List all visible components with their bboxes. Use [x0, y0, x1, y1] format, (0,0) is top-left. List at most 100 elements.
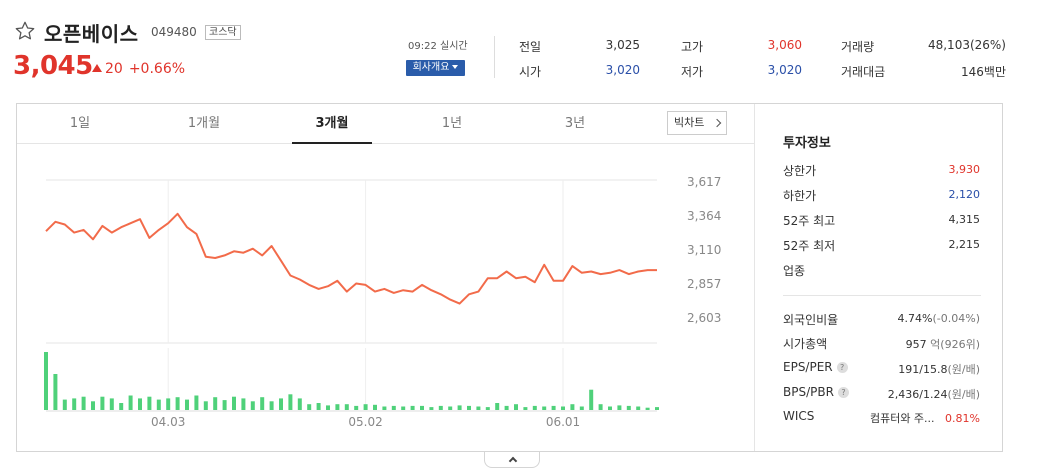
price-line: [45, 212, 657, 305]
volume-bar: [213, 397, 218, 410]
help-icon[interactable]: ?: [837, 387, 849, 398]
volume-bar: [523, 407, 528, 410]
volume-bar: [514, 404, 518, 410]
volume-bar: [467, 405, 471, 410]
high52-label: 52주 최고: [783, 214, 836, 228]
volume-bar: [363, 404, 368, 410]
amount-label: 거래대금: [841, 65, 886, 79]
y-tick-label: 3,110: [687, 243, 721, 257]
x-tick-label: 04.03: [151, 415, 185, 429]
volume-bar: [279, 398, 283, 410]
market-cap-label: 시가총액: [783, 337, 828, 351]
tab-3y[interactable]: 3년: [564, 116, 586, 131]
volume-bar: [495, 403, 500, 410]
high-value: 3,060: [767, 38, 802, 52]
volume-bar: [382, 406, 387, 410]
volume-bar: [53, 374, 58, 410]
big-chart-button[interactable]: 빅차트: [667, 111, 727, 135]
y-tick-label: 2,857: [687, 277, 721, 291]
low52-value: 2,215: [948, 238, 981, 251]
volume-bar: [420, 405, 424, 410]
volume-bar: [354, 405, 359, 410]
company-info-button[interactable]: 회사개요: [406, 60, 465, 76]
tab-3m[interactable]: 3개월: [292, 104, 372, 144]
upper-limit-value: 3,930: [948, 163, 981, 176]
volume-bar: [598, 404, 603, 410]
x-tick-label: 05.02: [348, 415, 382, 429]
volume-bar: [62, 399, 67, 410]
volume-bar: [100, 396, 105, 410]
volume-bar: [269, 401, 274, 410]
volume-bar: [307, 404, 312, 410]
volume-bar: [72, 398, 77, 410]
volume-bar: [175, 397, 180, 410]
volume-bar: [297, 398, 302, 410]
market-badge: 코스닥: [205, 25, 241, 40]
lower-limit-label: 하한가: [783, 189, 817, 203]
volume-bar: [410, 405, 415, 410]
volume-bar: [438, 405, 443, 410]
volume-bar: [326, 405, 330, 410]
volume-bar: [128, 395, 133, 410]
tab-1y[interactable]: 1년: [441, 116, 463, 131]
volume-bar: [91, 401, 95, 410]
tab-1d[interactable]: 1일: [69, 116, 91, 131]
volume-bar: [44, 352, 48, 410]
foreign-ratio-label: 외국인비율: [783, 313, 839, 327]
volume-bar: [241, 398, 246, 410]
volume-bar: [335, 404, 340, 410]
up-triangle-icon: [92, 64, 102, 72]
volume-bar: [185, 399, 189, 410]
volume-bar: [147, 396, 152, 410]
volume-bar: [617, 405, 622, 410]
x-tick-label: 06.01: [546, 415, 580, 429]
volume-bar: [429, 407, 434, 410]
volume-bar: [109, 398, 114, 410]
volume-bar: [288, 394, 293, 410]
volume-bar: [81, 396, 86, 410]
current-price: 3,045: [13, 51, 93, 81]
open-value: 3,020: [605, 63, 640, 77]
wics-label: WICS: [783, 409, 815, 423]
bps-pbr-value: 2,436/1.24(원/배): [887, 388, 980, 401]
bps-pbr-label: BPS/PBR?: [783, 385, 849, 399]
high-label: 고가: [681, 40, 704, 54]
prev-close-value: 3,025: [605, 38, 640, 52]
help-icon[interactable]: ?: [836, 362, 848, 373]
volume-bar: [551, 405, 556, 410]
period-tabs: 1일 1개월 3개월 1년 3년 빅차트: [17, 104, 754, 144]
tab-1m[interactable]: 1개월: [187, 116, 221, 131]
volume-bar: [589, 389, 594, 410]
low-value: 3,020: [767, 63, 802, 77]
foreign-ratio-value: 4.74%(-0.04%): [897, 312, 980, 325]
wics-value[interactable]: 컴퓨터와 주... 0.81%: [869, 412, 980, 425]
volume-bar: [166, 398, 171, 410]
change-amount: 20: [105, 61, 123, 77]
volume-bar: [373, 404, 377, 410]
amount-value: 146백만: [961, 65, 1006, 79]
change-percent: +0.66%: [128, 61, 186, 77]
volume-bar: [655, 407, 659, 410]
volume-bar: [636, 406, 641, 410]
invest-info-panel: 투자정보 상한가 3,930 하한가 2,120 52주 최고 4,315 52…: [754, 104, 1003, 451]
volume-bar: [504, 405, 509, 410]
volume-bar: [260, 397, 265, 410]
collapse-toggle-button[interactable]: [484, 452, 540, 468]
market-cap-value: 957 억(926위): [905, 338, 980, 351]
stock-code: 049480: [151, 25, 197, 39]
favorite-star-icon[interactable]: [14, 20, 36, 42]
y-tick-label: 3,364: [687, 209, 721, 223]
volume-bar: [401, 406, 406, 410]
volume-bar: [222, 400, 227, 410]
invest-info-title: 투자정보: [783, 136, 831, 151]
upper-limit-label: 상한가: [783, 164, 817, 178]
low-label: 저가: [681, 65, 704, 79]
chevron-up-icon: [508, 456, 518, 466]
y-tick-label: 3,617: [687, 175, 721, 189]
volume-bar: [316, 403, 321, 410]
volume-bar: [250, 401, 255, 410]
volume-bar: [626, 405, 631, 410]
chevron-right-icon: [712, 118, 722, 128]
high52-value: 4,315: [948, 213, 981, 226]
y-tick-label: 2,603: [687, 311, 721, 325]
